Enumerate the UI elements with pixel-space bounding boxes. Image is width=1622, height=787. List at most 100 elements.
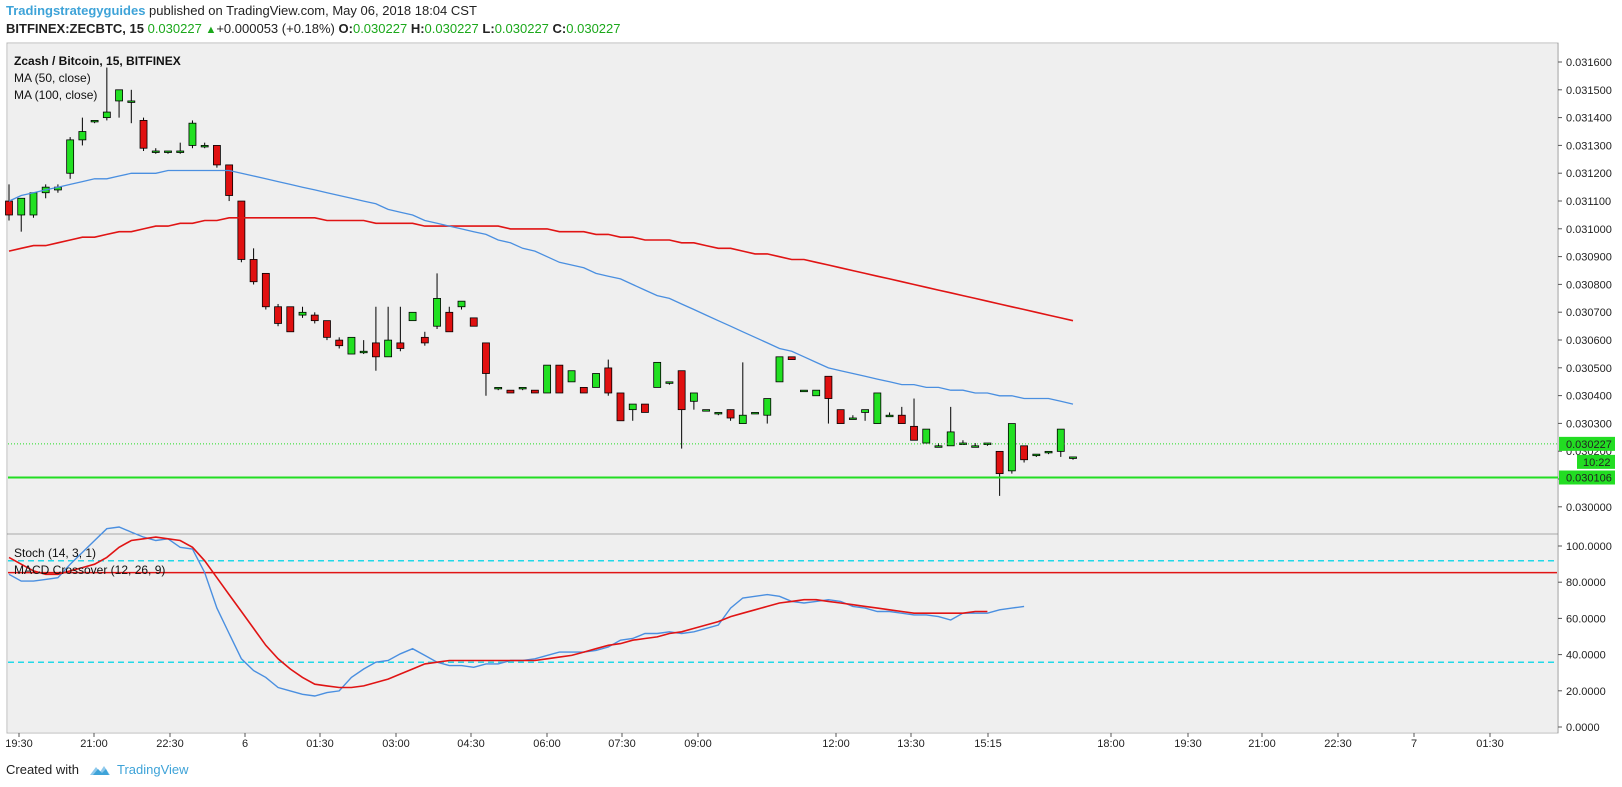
candle[interactable] — [482, 342, 490, 396]
candle[interactable] — [530, 389, 539, 394]
candle[interactable] — [812, 389, 821, 397]
candle[interactable] — [384, 306, 393, 358]
candle[interactable] — [90, 120, 99, 124]
candle[interactable] — [922, 428, 931, 444]
candle[interactable] — [200, 142, 209, 149]
chart-canvas[interactable]: 0.031600 0.031500 0.031400 0.031300 0.031200… — [0, 0, 1622, 760]
price-tick-label: 0.031600 — [1566, 57, 1612, 69]
candle[interactable] — [861, 409, 869, 421]
candle[interactable] — [17, 197, 26, 232]
legend-ma100[interactable]: MA (100, close) — [14, 88, 97, 102]
candle[interactable] — [518, 387, 527, 391]
candle[interactable] — [824, 375, 833, 424]
candle[interactable] — [469, 317, 478, 327]
candle[interactable] — [249, 248, 258, 285]
candle[interactable] — [738, 362, 747, 424]
candle[interactable] — [359, 340, 368, 355]
candle[interactable] — [848, 415, 857, 420]
candle[interactable] — [286, 306, 295, 333]
candle[interactable] — [567, 370, 576, 383]
candle[interactable] — [543, 364, 552, 394]
candle[interactable] — [139, 117, 148, 151]
candle[interactable] — [420, 331, 429, 346]
candle[interactable] — [1044, 450, 1053, 455]
author-link[interactable]: Tradingstrategyguides — [6, 3, 146, 18]
price-axis[interactable]: 0.031600 0.031500 0.031400 0.031300 0.031200… — [1558, 57, 1615, 514]
candle[interactable] — [274, 303, 282, 327]
candle[interactable] — [261, 272, 270, 310]
candle[interactable] — [371, 306, 380, 371]
candle[interactable] — [885, 412, 894, 418]
close-label: C: — [552, 21, 567, 36]
candle[interactable] — [151, 148, 160, 154]
price-tick-label: 0.030700 — [1566, 307, 1612, 319]
ma100-line[interactable] — [8, 217, 1074, 322]
candle-body — [812, 389, 821, 397]
candle[interactable] — [494, 387, 503, 391]
candle[interactable] — [836, 409, 845, 424]
candle[interactable] — [396, 306, 405, 352]
candle[interactable] — [579, 387, 588, 394]
candle[interactable] — [347, 336, 356, 355]
candle[interactable] — [775, 356, 784, 383]
candle[interactable] — [445, 306, 454, 333]
indicator-axis[interactable]: 100.0000 80.0000 60.0000 40.0000 20.0000 0.00… — [1558, 541, 1612, 734]
candle[interactable] — [237, 200, 246, 263]
candle[interactable] — [616, 392, 625, 422]
candle[interactable] — [689, 392, 698, 410]
candle[interactable] — [751, 412, 759, 415]
candle[interactable] — [1020, 445, 1028, 463]
candle[interactable] — [763, 398, 772, 424]
candle[interactable] — [1069, 456, 1077, 460]
candle[interactable] — [726, 409, 735, 421]
candle[interactable] — [592, 373, 600, 388]
candle[interactable] — [1007, 423, 1016, 474]
legend-ma50[interactable]: MA (50, close) — [14, 71, 91, 85]
candle[interactable] — [298, 306, 307, 318]
candle[interactable] — [628, 403, 637, 421]
candle[interactable] — [800, 389, 808, 393]
candle[interactable] — [604, 359, 613, 396]
candle[interactable] — [433, 273, 441, 329]
tradingview-link[interactable]: TradingView — [116, 762, 189, 777]
candle[interactable] — [213, 145, 221, 168]
candle[interactable] — [910, 398, 918, 441]
time-axis[interactable]: 19:30 21:00 22:30 6 01:30 03:00 04:30 06:00 07:3… — [5, 733, 1504, 750]
legend-stoch[interactable]: Stoch (14, 3, 1) — [14, 546, 96, 560]
ma50-line[interactable] — [8, 169, 1074, 405]
candle[interactable] — [873, 392, 882, 424]
candle[interactable] — [702, 409, 711, 412]
candle[interactable] — [677, 370, 686, 449]
candle-body — [555, 364, 564, 394]
candle[interactable] — [176, 142, 185, 154]
candle[interactable] — [971, 443, 980, 448]
candle[interactable] — [787, 356, 796, 360]
stoch-d-line[interactable] — [8, 536, 988, 689]
candle[interactable] — [78, 117, 87, 146]
candle[interactable] — [555, 364, 564, 394]
candle[interactable] — [66, 137, 75, 179]
candle[interactable] — [665, 381, 674, 385]
candle[interactable] — [946, 406, 955, 447]
candle[interactable] — [102, 67, 111, 121]
candle[interactable] — [188, 120, 197, 149]
candle[interactable] — [29, 192, 38, 218]
candle[interactable] — [457, 300, 466, 310]
candle[interactable] — [506, 389, 515, 394]
candle[interactable] — [641, 403, 649, 413]
candle[interactable] — [714, 412, 723, 416]
candle[interactable] — [115, 89, 123, 118]
candle[interactable] — [323, 320, 331, 341]
candle-body — [225, 164, 234, 196]
candle[interactable] — [1032, 453, 1041, 457]
legend-macd-crossover[interactable]: MACD Crossover (12, 26, 9) — [14, 563, 165, 577]
candle[interactable] — [164, 150, 172, 154]
candle[interactable] — [995, 450, 1004, 496]
candle[interactable] — [1056, 428, 1065, 457]
candle[interactable] — [310, 312, 319, 324]
candle[interactable] — [653, 361, 662, 388]
candle[interactable] — [335, 337, 344, 349]
candle[interactable] — [408, 311, 417, 322]
candle[interactable] — [127, 89, 136, 124]
candle[interactable] — [897, 406, 906, 424]
